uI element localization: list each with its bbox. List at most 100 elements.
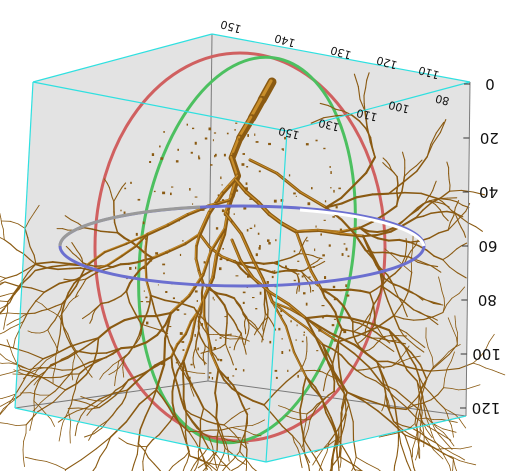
root-segment [375,314,376,325]
top-axis-tick-label: 150 [219,17,243,35]
root-segment [81,449,96,460]
root-fragment [178,220,180,222]
root-fragment [297,324,298,326]
root-fragment [187,124,188,126]
root-segment [28,313,35,314]
root-segment [406,239,407,245]
root-fragment [233,260,236,262]
root-segment [321,289,331,290]
root-segment [119,438,127,444]
root-segment [449,421,457,423]
root-fragment [333,190,334,193]
root-fragment [274,200,277,203]
root-fragment [268,143,271,145]
root-fragment [278,328,280,331]
root-segment [69,268,80,269]
root-fragment [302,341,304,343]
root-fragment [146,322,148,325]
root-segment [499,373,505,375]
root-segment [435,429,440,436]
root-segment [455,316,456,322]
root-fragment [268,242,270,245]
root-fragment [180,254,181,256]
root-fragment [145,297,147,299]
root-segment [221,461,226,465]
root-fragment [275,370,278,372]
root-segment [413,441,416,449]
root-fragment [143,267,146,269]
root-fragment [149,161,151,163]
root-fragment [162,264,165,266]
root-segment [209,436,215,437]
root-fragment [272,276,274,278]
root-segment [226,459,234,466]
root-fragment [250,228,253,229]
root-fragment [235,123,237,124]
root-fragment [236,275,239,276]
root-segment [0,398,2,399]
root-segment [89,432,94,440]
right-axis-tick-label: 80 [478,291,497,309]
root-fragment [217,359,219,361]
root-fragment [143,251,145,253]
root-fragment [176,362,179,363]
root-segment [58,269,69,270]
root-fragment [229,185,230,186]
root-segment [297,289,298,293]
root-segment [109,232,118,233]
root-segment [196,463,198,468]
root-fragment [183,349,185,351]
root-segment [0,362,2,363]
root-fragment [192,203,193,204]
root-segment [401,443,407,461]
root-fragment [267,239,270,242]
root-segment [323,452,327,461]
root-fragment [214,347,216,350]
root-fragment [216,227,218,229]
root-fragment [343,330,346,333]
root-fragment [149,301,150,304]
root-segment [455,322,456,328]
root-segment [185,422,186,432]
root-segment [123,372,124,377]
root-segment [264,296,265,305]
root-fragment [289,349,290,351]
root-segment [183,374,184,387]
root-fragment [306,303,308,306]
root-segment [214,457,216,468]
root-segment [64,279,70,280]
root-fragment [260,292,262,295]
root-fragment [346,248,348,251]
root-fragment [213,297,214,300]
root-fragment [212,377,213,380]
root-segment [61,423,63,429]
root-fragment [322,305,325,306]
root-fragment [194,287,196,290]
root-segment [0,344,12,348]
root-segment [13,355,17,363]
root-fragment [243,369,245,371]
root-segment [173,462,179,467]
root-fragment [302,276,304,278]
root-segment [123,368,124,373]
root-segment [89,467,96,471]
root-fragment [222,248,224,250]
root-fragment [177,309,180,311]
root-fragment [316,140,318,142]
root-fragment [247,134,249,137]
root-fragment [235,368,237,370]
root-segment [0,406,1,409]
root-segment [137,444,138,455]
root-fragment [332,216,335,218]
root-fragment [163,131,165,133]
root-fragment [256,253,258,256]
root-segment [30,421,32,431]
root-segment [449,439,454,446]
root-fragment [229,347,230,348]
root-fragment [246,166,248,168]
root-fragment [313,266,314,268]
root-fragment [254,225,255,228]
root-segment [394,466,395,471]
